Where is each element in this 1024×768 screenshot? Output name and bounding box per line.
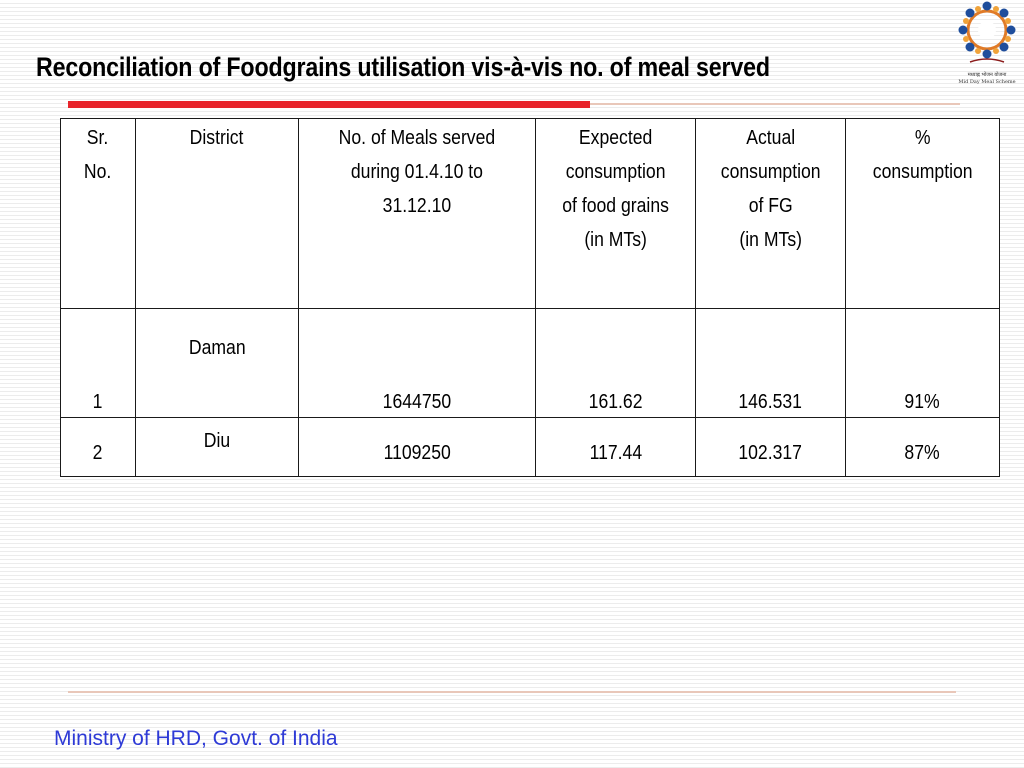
mid-day-meal-logo xyxy=(958,1,1016,63)
logo-caption: मध्याह्न भोजन योजना Mid Day Meal Scheme xyxy=(954,72,1020,86)
header-meals-line3: 31.12.10 xyxy=(382,195,452,217)
header-pct-line1: % xyxy=(914,127,931,149)
cell-actual: 146.531 xyxy=(695,308,846,418)
cell-district: Diu xyxy=(135,417,299,477)
slide-title: Reconciliation of Foodgrains utilisation… xyxy=(36,52,770,82)
header-sr-line1: Sr. xyxy=(87,127,109,149)
cell-actual: 102.317 xyxy=(695,417,846,477)
reconciliation-table: Sr. No. District No. of Meals served durin… xyxy=(60,118,1000,477)
header-district: District xyxy=(135,118,299,309)
header-expected-line1: Expected xyxy=(578,127,653,149)
table-row: 2 Diu 1109250 117.44 102.317 87% xyxy=(60,417,1000,477)
footer-divider xyxy=(68,691,956,693)
header-actual-line2: consumption xyxy=(720,161,821,183)
logo-caption-hindi: मध्याह्न भोजन योजना xyxy=(967,72,1007,78)
header-expected-line3: of food grains xyxy=(562,195,669,217)
table-header-row: Sr. No. District No. of Meals served durin… xyxy=(60,118,1000,309)
header-meals-line1: No. of Meals served xyxy=(338,127,496,149)
header-actual-consumption: Actual consumption of FG (in MTs) xyxy=(695,118,846,309)
cell-expected: 161.62 xyxy=(535,308,696,418)
cell-pct: 91% xyxy=(845,308,1000,418)
header-sr-line2: No. xyxy=(84,161,112,183)
title-underline-thin xyxy=(590,103,960,105)
cell-sr: 2 xyxy=(60,417,136,477)
header-expected-line4: (in MTs) xyxy=(584,229,647,251)
cell-pct: 87% xyxy=(845,417,1000,477)
header-meals-served: No. of Meals served during 01.4.10 to 31.1… xyxy=(298,118,536,309)
header-actual-line3: of FG xyxy=(748,195,793,217)
cell-expected: 117.44 xyxy=(535,417,696,477)
table-row: 1 Daman 1644750 161.62 146.531 91% xyxy=(60,308,1000,418)
cell-meals: 1109250 xyxy=(298,417,536,477)
header-actual-line4: (in MTs) xyxy=(739,229,802,251)
cell-district: Daman xyxy=(135,308,299,418)
header-expected-consumption: Expected consumption of food grains (in MTs… xyxy=(535,118,696,309)
header-district-label: District xyxy=(190,127,244,149)
title-underline-accent xyxy=(68,101,590,108)
header-pct-line2: consumption xyxy=(872,161,973,183)
header-meals-line2: during 01.4.10 to xyxy=(350,161,484,183)
logo-caption-english: Mid Day Meal Scheme xyxy=(958,79,1016,85)
header-actual-line1: Actual xyxy=(746,127,795,149)
cell-meals: 1644750 xyxy=(298,308,536,418)
header-sr-no: Sr. No. xyxy=(60,118,136,309)
cell-sr: 1 xyxy=(60,308,136,418)
footer-ministry: Ministry of HRD, Govt. of India xyxy=(54,727,338,750)
header-pct-consumption: % consumption xyxy=(845,118,1000,309)
header-expected-line2: consumption xyxy=(565,161,666,183)
